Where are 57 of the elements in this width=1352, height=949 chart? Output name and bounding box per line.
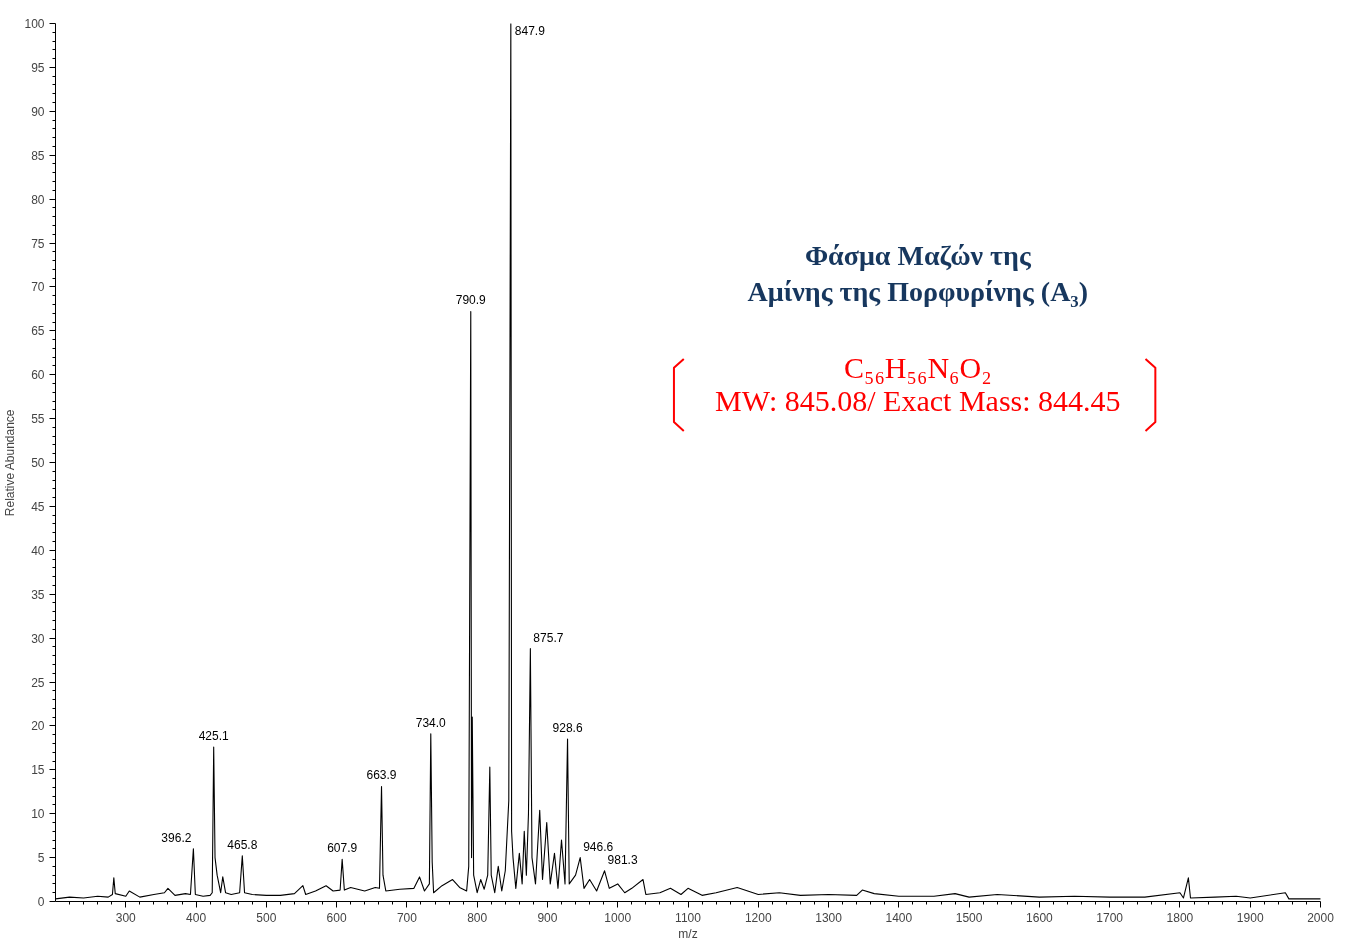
annotation: 734.0 (415, 715, 447, 730)
x-tick-label: 500 (256, 910, 277, 925)
y-tick-label: 90 (31, 104, 45, 119)
x-tick-label: 1600 (1026, 910, 1054, 925)
x-tick-label: 1500 (955, 910, 983, 925)
annotation: Αμίνης της Πορφυρίνης (A₃) (747, 275, 1089, 307)
y-tick-label: 35 (31, 587, 45, 602)
y-tick-label: 20 (31, 719, 45, 734)
x-tick-label: 800 (467, 910, 488, 925)
y-axis-title: Relative Abundance (3, 409, 18, 517)
y-tick-label: 10 (31, 807, 45, 822)
x-tick-label: 300 (115, 910, 137, 925)
y-tick-label: 25 (31, 675, 45, 690)
annotation: 928.6 (552, 721, 583, 736)
y-tick-label: 80 (31, 192, 45, 207)
annotation: Φάσμα Μαζών της (804, 239, 1032, 271)
y-tick-label: 85 (31, 148, 45, 163)
y-tick-label: 100 (24, 17, 45, 31)
x-tick-label: 1000 (604, 910, 632, 925)
x-tick-label: 1800 (1166, 910, 1194, 925)
annotation: 663.9 (366, 768, 397, 783)
y-tick-label: 95 (31, 60, 45, 75)
annotation: 875.7 (533, 630, 564, 645)
y-tick-label: 55 (31, 412, 45, 427)
x-tick-label: 1300 (815, 910, 843, 925)
x-tick-label: 1900 (1236, 910, 1264, 925)
x-axis-title: m/z (678, 926, 698, 941)
y-tick-label: 5 (37, 851, 45, 866)
y-tick-label: 0 (37, 895, 45, 909)
y-tick-label: 30 (31, 631, 45, 646)
annotation: C₅₆H₅₆N₆O₂ (843, 351, 992, 385)
x-tick-label: 700 (396, 910, 418, 925)
x-tick-label: 2000 (1307, 910, 1335, 925)
y-tick-label: 40 (31, 543, 45, 558)
annotation: MW: 845.08/ Exact Mass: 844.45 (715, 383, 1121, 417)
y-tick-label: 60 (31, 368, 45, 383)
annotation: 847.9 (514, 23, 546, 38)
x-tick-label: 1200 (744, 910, 772, 925)
annotation: 946.6 (583, 839, 614, 854)
annotation: 425.1 (198, 728, 230, 743)
y-tick-label: 75 (31, 236, 45, 251)
x-tick-label: 400 (186, 910, 207, 925)
annotation: 981.3 (607, 852, 638, 867)
x-tick-label: 1100 (675, 910, 702, 925)
y-tick-label: 50 (31, 456, 45, 470)
y-tick-label: 65 (31, 324, 45, 339)
annotation: 790.9 (455, 293, 487, 308)
x-tick-label: 1400 (885, 910, 913, 925)
x-tick-label: 1700 (1096, 910, 1124, 925)
annotation: 607.9 (327, 841, 358, 856)
annotation: 396.2 (161, 830, 192, 845)
annotation: 465.8 (227, 837, 258, 852)
y-tick-label: 70 (31, 280, 45, 295)
x-tick-label: 600 (326, 910, 347, 925)
x-tick-label: 900 (537, 910, 558, 925)
y-tick-label: 45 (31, 499, 45, 514)
y-tick-label: 15 (31, 763, 45, 778)
